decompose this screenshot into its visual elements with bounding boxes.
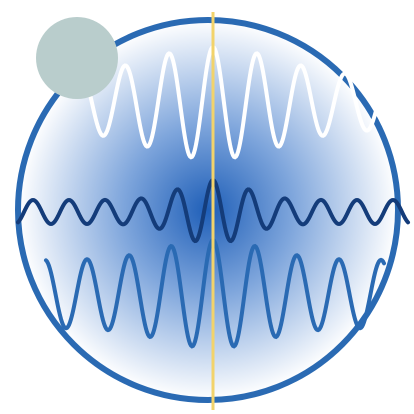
gray-dot — [36, 17, 118, 99]
white-wave — [70, 44, 386, 160]
blue-wave — [44, 237, 386, 349]
